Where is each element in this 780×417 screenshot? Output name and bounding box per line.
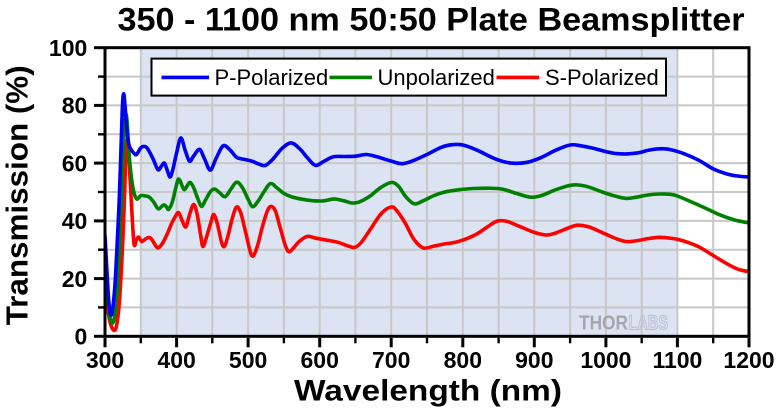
svg-text:20: 20: [62, 266, 88, 292]
svg-text:Transmission (%): Transmission (%): [0, 65, 35, 325]
svg-text:1200: 1200: [723, 347, 774, 373]
svg-text:Wavelength (nm): Wavelength (nm): [294, 374, 562, 407]
svg-text:100: 100: [49, 35, 87, 61]
svg-text:900: 900: [515, 347, 553, 373]
svg-text:300: 300: [86, 347, 124, 373]
svg-text:1000: 1000: [580, 347, 631, 373]
svg-text:0: 0: [75, 324, 88, 350]
svg-text:80: 80: [62, 93, 88, 119]
svg-text:500: 500: [229, 347, 267, 373]
svg-text:60: 60: [62, 150, 88, 176]
svg-text:P-Polarized: P-Polarized: [215, 65, 329, 90]
svg-text:350 - 1100 nm 50:50 Plate Beam: 350 - 1100 nm 50:50 Plate Beamsplitter: [118, 1, 745, 37]
svg-text:1100: 1100: [652, 347, 702, 373]
svg-text:700: 700: [372, 347, 410, 373]
svg-text:Unpolarized: Unpolarized: [378, 65, 495, 90]
svg-text:S-Polarized: S-Polarized: [545, 65, 659, 90]
svg-text:LABS: LABS: [629, 312, 669, 335]
svg-text:600: 600: [301, 347, 339, 373]
svg-text:40: 40: [62, 208, 88, 234]
svg-text:800: 800: [444, 347, 482, 373]
svg-text:400: 400: [157, 347, 195, 373]
svg-text:THOR: THOR: [579, 312, 628, 335]
